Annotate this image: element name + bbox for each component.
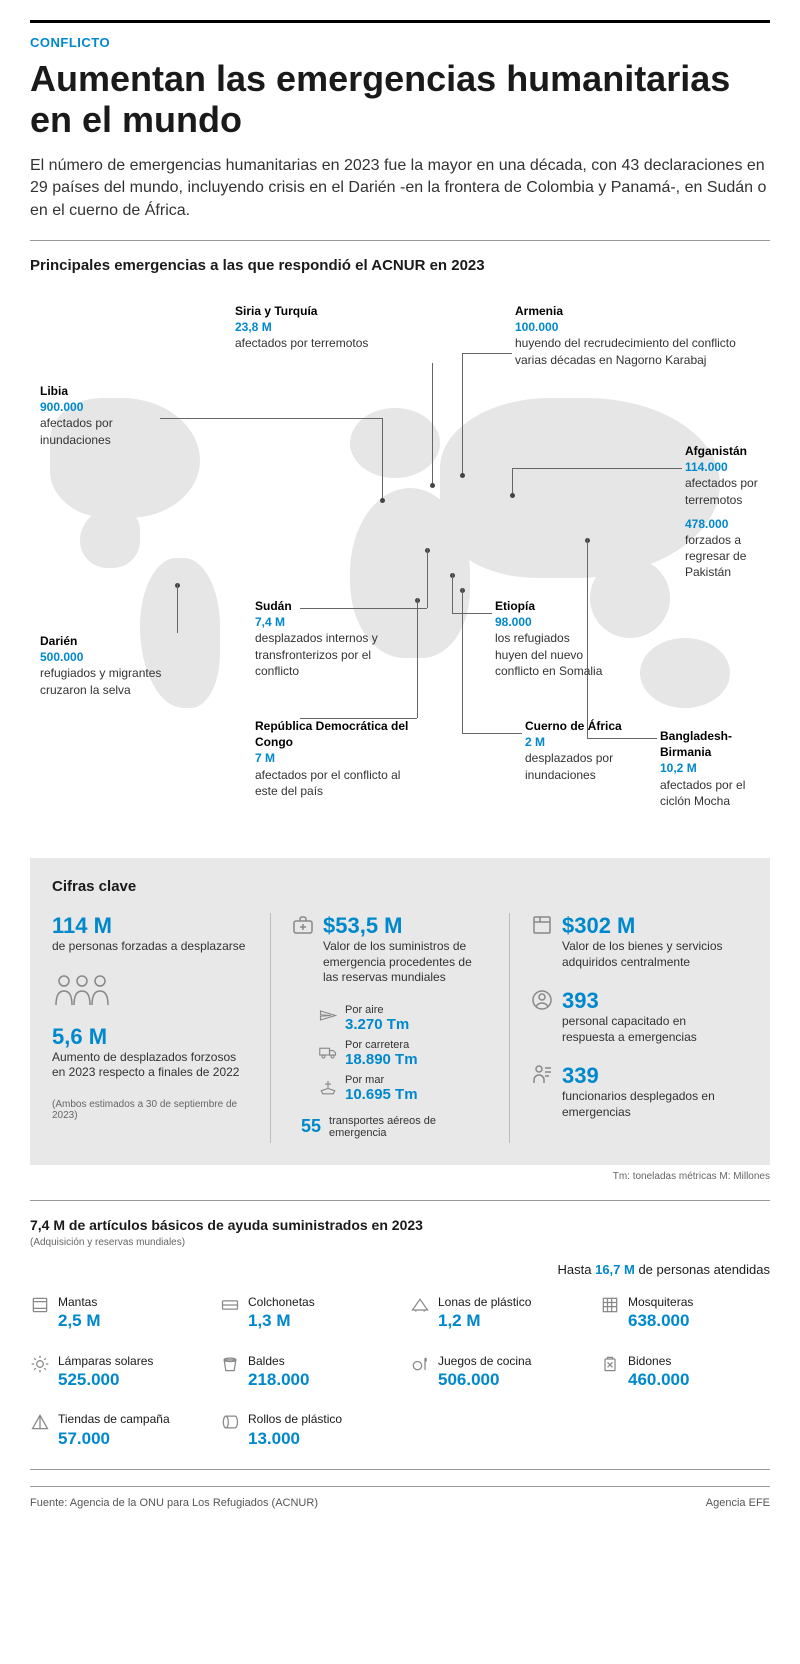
aid-name: Bidones — [628, 1354, 671, 1368]
annot-darien: Darién 500.000 refugiados y migrantes cr… — [40, 633, 170, 698]
map-title: Principales emergencias a las que respon… — [30, 257, 770, 274]
agency: Agencia EFE — [706, 1497, 770, 1509]
aid-name: Tiendas de campaña — [58, 1412, 170, 1426]
aid-value: 525.000 — [58, 1370, 153, 1390]
tarp-icon — [410, 1295, 430, 1315]
aid-name: Mantas — [58, 1295, 97, 1309]
rule-2 — [30, 1200, 770, 1201]
aid-sub: (Adquisición y reservas mundiales) — [30, 1237, 770, 1248]
lamp-icon — [30, 1354, 50, 1374]
supplies-lbl: Valor de los suministros de emergencia p… — [323, 939, 489, 986]
aid-value: 13.000 — [248, 1429, 342, 1449]
aid-value: 2,5 M — [58, 1311, 101, 1331]
aid-value: 506.000 — [438, 1370, 531, 1390]
keybox-title: Cifras clave — [52, 878, 748, 895]
truck-icon — [319, 1043, 337, 1064]
trained-val: 393 — [562, 988, 728, 1014]
rule-3 — [30, 1469, 770, 1470]
aid-name: Colchonetas — [248, 1295, 315, 1309]
annot-afganistan: Afganistán 114.000 afectados por terremo… — [685, 443, 770, 581]
deployed-lbl: funcionarios desplegados en emergencias — [562, 1089, 728, 1120]
aid-value: 1,3 M — [248, 1311, 315, 1331]
goods-lbl: Valor de los bienes y servicios adquirid… — [562, 939, 728, 970]
net-icon — [600, 1295, 620, 1315]
key-figures-box: Cifras clave 114 M de personas forzadas … — [30, 858, 770, 1165]
deployed-val: 339 — [562, 1063, 728, 1089]
keybox-note: (Ambos estimados a 30 de septiembre de 2… — [52, 1099, 250, 1121]
rule-1 — [30, 240, 770, 241]
annot-bangladesh: Bangladesh-Birmania 10,2 M afectados por… — [660, 728, 770, 809]
aid-grid: Mantas 2,5 M Colchonetas 1,3 M Lonas de plás… — [30, 1295, 770, 1449]
aid-name: Juegos de cocina — [438, 1354, 531, 1368]
increase-val: 5,6 M — [52, 1024, 250, 1050]
road-row: Por carretera18.890 Tm — [319, 1039, 489, 1068]
aid-title: 7,4 M de artículos básicos de ayuda sumi… — [30, 1217, 770, 1233]
annot-cuerno: Cuerno de África 2 M desplazados por inu… — [525, 718, 645, 783]
aid-item: Mantas 2,5 M — [30, 1295, 200, 1332]
bucket-icon — [220, 1354, 240, 1374]
annot-libia: Libia 900.000 afectados por inundaciones — [40, 383, 150, 448]
top-rule — [30, 20, 770, 23]
mat-icon — [220, 1295, 240, 1315]
aid-value: 1,2 M — [438, 1311, 531, 1331]
aid-item: Juegos de cocina 506.000 — [410, 1354, 580, 1391]
annot-etiopia: Etiopía 98.000 los refugiados huyen del … — [495, 598, 605, 679]
increase-lbl: Aumento de desplazados forzosos en 2023 … — [52, 1050, 250, 1081]
plane-icon — [319, 1008, 337, 1029]
deployed-icon — [530, 1063, 554, 1087]
trained-lbl: personal capacitado en respuesta a emerg… — [562, 1014, 728, 1045]
blanket-icon — [30, 1295, 50, 1315]
flights-row: 55 transportes aéreos de emergencia — [301, 1115, 489, 1139]
supplies-val: $53,5 M — [323, 913, 489, 939]
aid-value: 638.000 — [628, 1311, 693, 1331]
annot-siria: Siria y Turquía 23,8 M afectados por ter… — [235, 303, 368, 352]
cook-icon — [410, 1354, 430, 1374]
aid-item: Colchonetas 1,3 M — [220, 1295, 390, 1332]
source: Fuente: Agencia de la ONU para Los Refug… — [30, 1497, 318, 1509]
aid-name: Lonas de plástico — [438, 1295, 531, 1309]
aid-value: 218.000 — [248, 1370, 309, 1390]
aid-value: 460.000 — [628, 1370, 689, 1390]
aid-item: Lámparas solares 525.000 — [30, 1354, 200, 1391]
ship-icon — [319, 1078, 337, 1099]
aid-name: Lámparas solares — [58, 1354, 153, 1368]
key-col-1: 114 M de personas forzadas a desplazarse… — [52, 913, 271, 1143]
aid-item: Baldes 218.000 — [220, 1354, 390, 1391]
aid-hasta: Hasta 16,7 M de personas atendidas — [30, 1262, 770, 1277]
aid-item: Tiendas de campaña 57.000 — [30, 1412, 200, 1449]
medkit-icon — [291, 913, 315, 937]
sea-row: Por mar10.695 Tm — [319, 1074, 489, 1103]
dek: El número de emergencias humanitarias en… — [30, 155, 770, 222]
trained-icon — [530, 988, 554, 1012]
aid-name: Rollos de plástico — [248, 1412, 342, 1426]
annot-rdc: República Democrática del Congo 7 M afec… — [255, 718, 415, 799]
tm-legend: Tm: toneladas métricas M: Millones — [30, 1171, 770, 1182]
roll-icon — [220, 1412, 240, 1432]
displaced-lbl: de personas forzadas a desplazarse — [52, 939, 250, 955]
aid-name: Mosquiteras — [628, 1295, 693, 1309]
aid-item: Rollos de plástico 13.000 — [220, 1412, 390, 1449]
aid-item: Mosquiteras 638.000 — [600, 1295, 770, 1332]
key-col-3: $302 M Valor de los bienes y servicios a… — [510, 913, 748, 1143]
displaced-val: 114 M — [52, 913, 250, 939]
aid-item: Lonas de plástico 1,2 M — [410, 1295, 580, 1332]
footer: Fuente: Agencia de la ONU para Los Refug… — [30, 1486, 770, 1509]
tent-icon — [30, 1412, 50, 1432]
world-map: Libia 900.000 afectados por inundaciones… — [30, 288, 770, 848]
package-icon — [530, 913, 554, 937]
aid-name: Baldes — [248, 1354, 285, 1368]
key-col-2: $53,5 M Valor de los suministros de emer… — [271, 913, 510, 1143]
air-row: Por aire3.270 Tm — [319, 1004, 489, 1033]
headline: Aumentan las emergencias humanitarias en… — [30, 58, 770, 141]
aid-value: 57.000 — [58, 1429, 170, 1449]
jerry-icon — [600, 1354, 620, 1374]
annot-sudan: Sudán 7,4 M desplazados internos y trans… — [255, 598, 385, 679]
kicker: CONFLICTO — [30, 35, 770, 50]
annot-armenia: Armenia 100.000 huyendo del recrudecimie… — [515, 303, 765, 368]
aid-item: Bidones 460.000 — [600, 1354, 770, 1391]
goods-val: $302 M — [562, 913, 728, 939]
people-icon — [52, 973, 250, 1014]
